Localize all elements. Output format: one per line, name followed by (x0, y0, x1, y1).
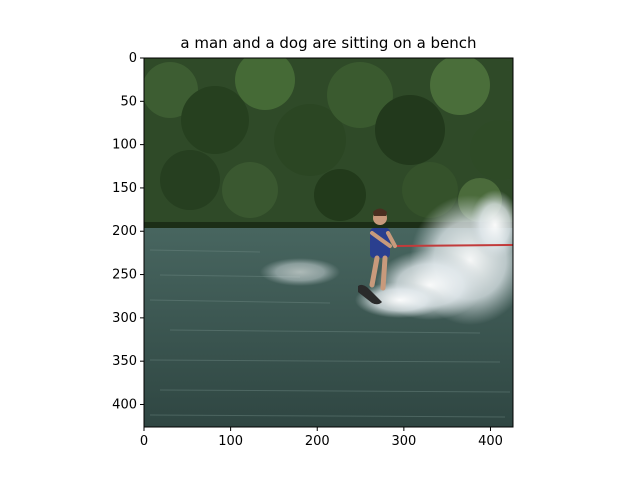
x-tick-label: 100 (218, 434, 243, 449)
x-tick-label: 300 (391, 434, 416, 449)
shoreline (144, 222, 513, 228)
water-skier (358, 208, 397, 305)
y-tick-label: 0 (129, 51, 137, 66)
x-axis: 0 100 200 300 400 (140, 427, 503, 449)
water-ripples (149, 249, 511, 418)
axes-frame (143, 57, 514, 428)
x-tick-label: 0 (140, 434, 148, 449)
y-tick-label: 400 (112, 397, 137, 412)
x-tick-label: 200 (305, 434, 330, 449)
forest-texture (144, 58, 513, 222)
y-tick-label: 250 (112, 268, 137, 283)
photo (144, 58, 513, 427)
chart-title: a man and a dog are sitting on a bench (180, 34, 477, 52)
y-axis: 0 50 100 150 200 250 300 350 400 (112, 51, 144, 412)
y-tick-label: 300 (112, 311, 137, 326)
x-tick-label: 400 (478, 434, 503, 449)
y-tick-label: 100 (112, 138, 137, 153)
y-tick-label: 50 (120, 94, 137, 109)
water-ski (358, 284, 382, 305)
y-tick-label: 350 (112, 354, 137, 369)
y-tick-label: 150 (112, 181, 137, 196)
tow-rope (394, 244, 513, 247)
y-tick-label: 200 (112, 224, 137, 239)
water-spray (260, 190, 513, 325)
